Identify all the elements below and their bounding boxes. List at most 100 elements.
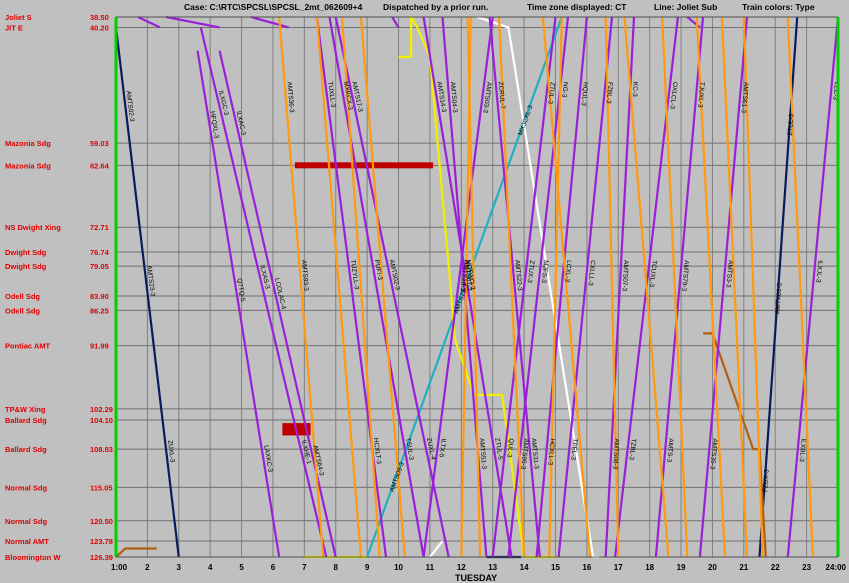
station-mile: 126.39 [90,553,113,562]
station-name: NS Dwight Xing [5,223,61,232]
x-tick-label: 6 [271,563,276,572]
train-label: NG-3 [560,82,569,99]
train-label: TJUXL-3 [696,82,705,109]
train-line [422,16,494,558]
station-name: TP&W Xing [5,405,46,414]
train-label: ZTUX-3 [526,260,536,284]
station-mile: 62.64 [90,161,110,170]
train-label: ZTUL-3 [546,82,556,105]
station-mile: 59.03 [90,139,109,148]
station-mile: 72.71 [90,223,109,232]
train-label: AMTS95-3 [519,438,529,470]
train-label: ZTUL-5 [493,437,503,460]
x-tick-label: 22 [771,563,780,572]
train-lines [114,15,840,559]
blocks [282,162,434,436]
train-label: AMTS36-3 [286,81,296,113]
train-label: AMTS93-3 [300,260,310,292]
train-line [165,15,220,29]
train-label: AMTS67-3 [463,260,473,292]
train-line [786,16,840,558]
station-mile: 108.83 [90,445,113,454]
x-tick-label: 13 [488,563,497,572]
train-line [698,16,749,558]
train-label: FZBL-3 [604,82,613,105]
train-line [541,16,592,558]
station-name: Normal Sdg [5,483,48,492]
train-label: ZTUL-3 [787,113,796,136]
station-name: Ballard Sdg [5,445,47,454]
train-label: ILXBL-3 [798,438,807,462]
train-label: AMTS61-3 [740,82,750,114]
train-line [250,15,289,29]
train-label: QUL-3 [505,438,514,458]
train-line [199,27,328,558]
x-tick-label: 5 [239,563,244,572]
train-line [786,16,814,558]
station-name: JIT E [5,23,23,32]
station-mile: 86.25 [90,306,109,315]
case-label: Case: C:\RTC\SPCSL\SPCSL_2mt_062609+4 [184,2,363,12]
train-label: HCXLL-3 [546,438,555,466]
train-line [604,16,636,558]
x-tick-label: 10 [394,563,403,572]
plot-frame [114,16,840,558]
x-tick-labels: 1:00 2 3 4 5 6 7 8 9 10 11 12 13 14 15 16 17 18 19 20 21 22 23… [111,563,847,572]
train-label: HQUL-3 [580,82,589,107]
timezone-label: Time zone displayed: CT [527,2,627,12]
train-line [548,16,563,558]
train-line [114,27,180,558]
train-label: AMTS18-3 [459,260,470,292]
station-name: Odell Sdg [5,292,40,301]
train-label: AMTS-3 [665,438,674,463]
x-tick-label: 18 [645,563,654,572]
train-label: LCXL-3 [563,260,572,283]
train-label: AMTS14-3 [435,81,447,113]
station-mile: 40.20 [90,23,109,32]
station-name: Normal AMT [5,537,49,546]
train-line [429,540,444,558]
train-label: AMTS31-3 [530,438,540,470]
train-line [328,16,425,558]
train-label: Q7TQ-5 [235,278,246,303]
station-name: Mazonia Sdg [5,139,51,148]
train-line [218,50,337,558]
x-tick-label: 2 [145,563,150,572]
x-tick-label: 14 [520,563,529,572]
station-name: Normal Sdg [5,517,48,526]
train-label: AMTS03-3 [481,82,492,114]
train-label: HFQXL-3 [208,111,219,140]
station-mile: 83.90 [90,292,109,301]
train-line [507,16,570,558]
station-mile: 115.05 [90,483,113,492]
x-axis-label: TUESDAY [455,573,498,583]
train-line [488,16,541,558]
train-line [422,16,513,558]
train-line [340,16,381,558]
train-line [695,16,727,558]
train-label: ILXJL-3 [814,260,823,283]
x-tick-label: 1:00 [111,563,128,572]
train-label: FZUX-3 [762,469,771,493]
train-label: NCTWO-3 [464,259,476,290]
train-line [391,16,400,28]
train-label: AMTS07-3 [621,260,630,292]
train-line [661,16,689,558]
station-mile: 91.99 [90,342,109,351]
train-label: TUXLL-3 [326,81,336,108]
station-name: Dwight Sdg [5,248,47,257]
line-label: Line: Joliet Sub [654,2,718,12]
station-name: Odell Sdg [5,306,40,315]
train-label: OXLCL-3 [668,82,678,110]
train-label: PUFI-3 [373,259,384,281]
train-line [623,16,670,558]
chart-header: Case: C:\RTC\SPCSL\SPCSL_2mt_062609+4 Di… [0,0,849,14]
x-tick-label: 24:00 [826,563,847,572]
train-label: AMTS04-3 [449,81,459,113]
train-label: ZUXL-3 [166,440,176,463]
station-name: Dwight Sdg [5,262,47,271]
x-tick-label: 12 [457,563,466,572]
train-label: TCUXL-3 [648,260,658,288]
train-label: AMTS79-3 [680,260,690,292]
